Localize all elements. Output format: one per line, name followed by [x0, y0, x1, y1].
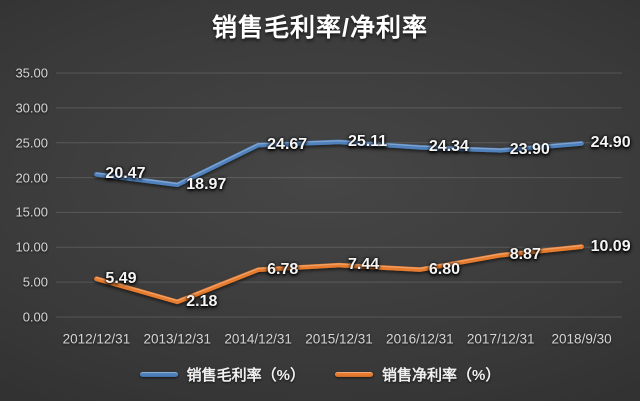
x-axis-tick-label: 2015/12/31	[305, 331, 373, 347]
y-axis-tick-label: 35.00	[15, 65, 48, 81]
y-axis-tick-label: 5.00	[22, 274, 48, 290]
data-label: 10.09	[590, 237, 631, 255]
legend: 销售毛利率（%） 销售净利率（%）	[0, 361, 640, 387]
legend-item-gross-margin[interactable]: 销售毛利率（%）	[139, 364, 305, 385]
legend-item-net-margin[interactable]: 销售净利率（%）	[335, 364, 500, 385]
data-label: 25.11	[348, 132, 388, 150]
series-line-highlight	[95, 244, 583, 302]
data-label: 7.44	[348, 256, 380, 274]
y-axis-tick-label: 20.00	[15, 170, 48, 186]
series-line-net-margin	[94, 244, 584, 305]
legend-label-gross-margin: 销售毛利率（%）	[186, 366, 305, 384]
data-label: 5.49	[105, 269, 137, 287]
data-label: 24.34	[428, 138, 469, 156]
y-axis-tick-label: 15.00	[15, 204, 48, 220]
series-line-highlight	[95, 140, 583, 185]
x-axis-tick-label: 2013/12/31	[143, 331, 212, 347]
legend-label-net-margin: 销售净利率（%）	[382, 366, 501, 384]
net-margin-line-swatch-icon	[335, 371, 373, 377]
x-axis-tick-label: 2018/9/30	[551, 331, 612, 347]
chart-title: 销售毛利率/净利率	[212, 14, 428, 42]
data-label: 24.67	[267, 136, 308, 153]
x-axis-tick-label: 2014/12/31	[224, 331, 292, 347]
y-axis-tick-label: 30.00	[15, 100, 48, 116]
data-label: 20.47	[105, 165, 146, 183]
y-axis-tick-label: 0.00	[22, 309, 48, 325]
data-label: 2.18	[186, 292, 218, 310]
data-label: 23.90	[509, 141, 550, 159]
y-axis-tick-label: 25.00	[15, 135, 48, 151]
data-label: 8.87	[509, 246, 541, 264]
x-axis-tick-label: 2012/12/31	[62, 331, 131, 347]
x-axis-tick-label: 2017/12/31	[466, 331, 535, 347]
gross-margin-line-swatch-icon	[139, 371, 178, 377]
x-axis-tick-label: 2016/12/31	[386, 331, 454, 347]
data-label: 18.97	[186, 175, 227, 193]
y-axis-tick-label: 10.00	[15, 239, 48, 255]
data-label: 6.78	[267, 260, 299, 278]
data-label: 24.90	[590, 134, 631, 152]
data-label: 6.80	[428, 260, 460, 278]
series-line-gross-margin	[94, 139, 584, 188]
